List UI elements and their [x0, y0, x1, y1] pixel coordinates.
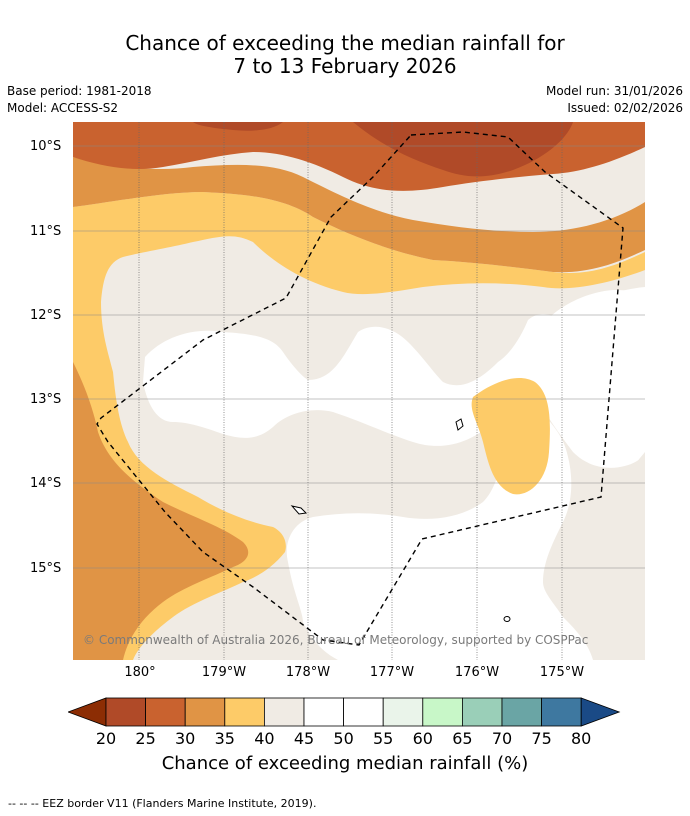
colorbar-tick-label: 20 [95, 729, 117, 748]
model-run: Model run: 31/01/2026 [545, 84, 683, 98]
colorbar-tick-label: 40 [254, 729, 275, 748]
zone-50-55-east [532, 290, 645, 458]
base-period: Base period: 1981-2018 [7, 84, 152, 98]
island-south [503, 616, 511, 622]
colorbar-tick-label: 25 [135, 729, 156, 748]
copyright-notice: © Commonwealth of Australia 2026, Bureau… [83, 633, 589, 647]
zone-45-50-east-blob [617, 452, 645, 562]
colorbar-cell [303, 697, 344, 727]
issued-date: Issued: 02/02/2026 [567, 101, 683, 115]
colorbar-cell [343, 697, 384, 727]
title-line-1: Chance of exceeding the median rainfall … [125, 31, 565, 55]
eez-border [96, 131, 624, 646]
colorbar-cell [184, 697, 226, 727]
lat-label-11s: 11°S [30, 224, 62, 239]
colorbar [68, 697, 621, 727]
colorbar-tick-label: 35 [214, 729, 235, 748]
colorbar-tick-label: 70 [491, 729, 513, 748]
colorbar-tick-label: 65 [452, 729, 473, 748]
zone-20-25 [353, 122, 573, 177]
colorbar-cell [382, 697, 424, 727]
island-futuna [290, 505, 308, 515]
colorbar-cell [263, 697, 305, 727]
colorbar-cell [541, 697, 582, 727]
lon-label-180: 180° [124, 665, 156, 680]
lat-label-10s: 10°S [30, 139, 62, 154]
zone-35-40-east-blob [471, 377, 550, 495]
lon-label-177w: 177°W [369, 665, 415, 680]
island-wallis [455, 418, 464, 431]
zone-30-35 [73, 157, 645, 273]
lat-label-15s: 15°S [30, 561, 62, 576]
zone-45-50-south-east [602, 633, 645, 660]
colorbar-tick-label: 55 [373, 729, 394, 748]
lon-label-179w: 179°W [201, 665, 247, 680]
colorbar-cell [224, 697, 265, 727]
rainfall-map [73, 122, 645, 660]
colorbar-tick-label: 80 [571, 729, 592, 748]
graticule-lon [138, 122, 563, 660]
lat-label-13s: 13°S [30, 392, 62, 407]
lat-label-14s: 14°S [30, 476, 62, 491]
colorbar-tick-label: 60 [412, 729, 433, 748]
eez-legend-note: -- -- -- EEZ border V11 (Flanders Marine… [8, 797, 317, 810]
colorbar-tick-label: 30 [175, 729, 196, 748]
colorbar-cell [105, 697, 146, 727]
zone-20-25-north [193, 122, 283, 131]
colorbar-extend-low [68, 697, 107, 727]
title-line-2: 7 to 13 February 2026 [233, 54, 457, 78]
colorbar-tick-label: 45 [293, 729, 315, 748]
zone-30-35-west [73, 362, 249, 660]
lon-label-178w: 178°W [285, 665, 331, 680]
lon-label-176w: 176°W [454, 665, 500, 680]
colorbar-extend-high [580, 697, 621, 727]
colorbar-cell [145, 697, 186, 727]
lat-label-12s: 12°S [30, 308, 62, 323]
colorbar-tick-label: 50 [333, 729, 354, 748]
colorbar-cell [501, 697, 542, 727]
graticule-lat [73, 145, 645, 569]
colorbar-tick-label: 75 [531, 729, 552, 748]
model-name: Model: ACCESS-S2 [7, 101, 119, 115]
lon-label-175w: 175°W [539, 665, 585, 680]
colorbar-label: Chance of exceeding median rainfall (%) [161, 753, 529, 774]
colorbar-cell [461, 697, 503, 727]
colorbar-cell [422, 697, 463, 727]
